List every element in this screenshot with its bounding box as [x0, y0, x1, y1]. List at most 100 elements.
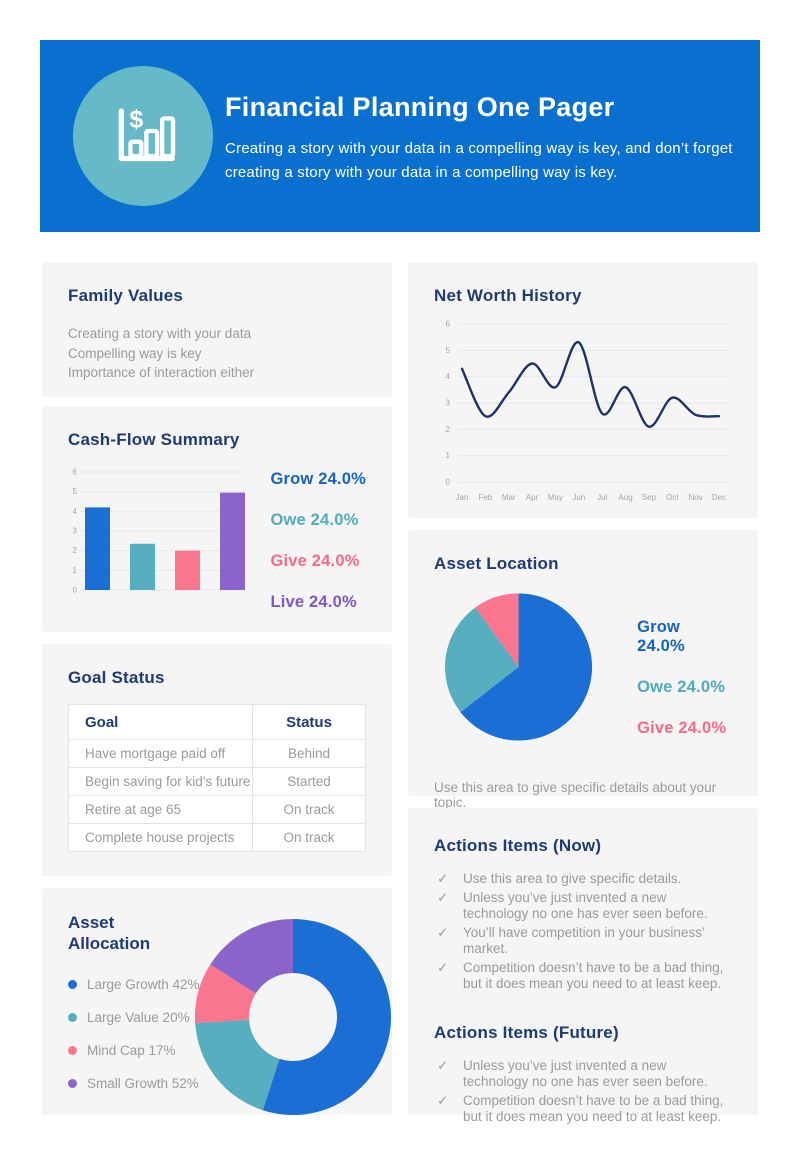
net-worth-card: Net Worth History 0 1 2 3 4 5 6 Jan Feb Mar Apr May… [408, 262, 758, 518]
asset-location-pie-chart [444, 593, 593, 741]
slice-grow [460, 593, 593, 741]
cash-flow-legend: Grow 24.0% Owe 24.0% Give 24.0% Live 24.0% [270, 464, 366, 634]
asset-allocation-card: Asset Allocation Large Growth 42% Large V… [42, 888, 392, 1115]
y-tick-label: 4 [73, 507, 78, 516]
page-subtitle: Creating a story with your data in a com… [225, 140, 733, 182]
y-tick-label: 0 [446, 478, 451, 487]
table-row: Begin saving for kid's future Started [68, 767, 366, 796]
legend-label: Small Growth 52% [87, 1075, 199, 1091]
x-tick-label: Mar [502, 493, 516, 502]
column-header: Status [252, 704, 366, 740]
goal-status-title: Goal Status [68, 668, 165, 687]
legend-item: Small Growth 52% [68, 1076, 366, 1091]
x-tick-label: Dec [712, 493, 726, 502]
asset-allocation-title-line2: Allocation [68, 934, 151, 954]
asset-allocation-legend: Large Growth 42% Large Value 20% Mind Cap … [68, 977, 366, 1091]
x-tick-label: Nov [689, 493, 703, 502]
table-cell: On track [252, 795, 366, 824]
x-tick-label: Jul [597, 493, 607, 502]
table-cell: On track [252, 823, 366, 852]
action-item: ✓ Competition doesn’t have to be a bad th… [437, 960, 732, 993]
right-column: Net Worth History 0 1 2 3 4 5 6 Jan Feb Mar Apr May… [408, 262, 758, 1124]
slice-owe [444, 607, 519, 713]
table-cell: Have mortgage paid off [68, 739, 253, 768]
net-worth-line-chart: 0 1 2 3 4 5 6 Jan Feb Mar Apr May Jun Jul Aug Sep Oct Nov… [446, 320, 729, 502]
x-tick-label: Feb [478, 493, 492, 502]
text-line: Compelling way is key [68, 345, 202, 361]
legend-item: Large Value 20% [68, 1010, 366, 1025]
dollar-bar-chart-icon: $ [118, 106, 176, 162]
action-item-text: You’ll have competition in your business… [463, 924, 705, 957]
table-row: Retire at age 65 On track [68, 795, 366, 824]
legend-dot-icon [68, 1078, 77, 1088]
y-tick-label: 3 [446, 399, 451, 408]
y-tick-label: 0 [73, 586, 78, 595]
action-item-text: Competition doesn’t have to be a bad thi… [463, 1092, 724, 1125]
legend-item: Mind Cap 17% [68, 1043, 366, 1058]
actions-now-title: Actions Items (Now) [434, 836, 602, 855]
goal-status-table: Goal Status Have mortgage paid off Behind Be… [68, 704, 366, 852]
header-banner: $ Financial Planning One Pager Creating … [40, 40, 760, 232]
table-row: Have mortgage paid off Behind [68, 739, 366, 768]
family-values-title: Family Values [68, 286, 184, 305]
family-values-card: Family Values Creating a story with your… [42, 262, 392, 397]
y-tick-label: 1 [446, 451, 451, 460]
y-tick-label: 6 [73, 468, 78, 477]
check-icon: ✓ [437, 924, 449, 940]
y-tick-label: 4 [446, 372, 451, 381]
net-worth-title: Net Worth History [434, 286, 582, 305]
y-tick-label: 2 [73, 546, 78, 555]
action-item-text: Use this area to give specific details. [463, 871, 682, 886]
cash-flow-card: Cash-Flow Summary 0 1 2 3 4 5 6 Grow 24.0% Owe … [42, 406, 392, 632]
asset-allocation-title-line1: Asset [68, 913, 115, 932]
asset-allocation-title: Asset Allocation [68, 888, 218, 955]
left-column: Family Values Creating a story with your… [42, 262, 392, 1115]
table-cell: Started [252, 767, 366, 796]
table-cell: Behind [252, 739, 366, 768]
x-tick-label: Apr [526, 493, 539, 502]
text-line: Importance of interaction either [68, 365, 255, 381]
asset-location-card: Asset Location Grow 24.0% Owe 24.0% Give 2… [408, 530, 758, 810]
asset-location-body: Grow 24.0% Owe 24.0% Give 24.0% [434, 592, 732, 760]
check-icon: ✓ [437, 1092, 449, 1108]
cash-flow-title: Cash-Flow Summary [68, 430, 240, 449]
y-tick-label: 2 [446, 425, 451, 434]
legend-item: Give 24.0% [637, 719, 727, 737]
page-title: Financial Planning One Pager [225, 92, 615, 122]
legend-label: Mind Cap 17% [87, 1042, 176, 1058]
finance-icon-circle: $ [73, 66, 213, 206]
check-icon: ✓ [437, 871, 449, 886]
legend-item: Large Growth 42% [68, 977, 366, 992]
family-values-text: Creating a story with your data Compellin… [68, 324, 366, 383]
actions-card: Actions Items (Now) ✓ Use this area to gi… [408, 808, 758, 1124]
x-tick-label: May [548, 493, 563, 502]
cash-flow-bar-chart: 0 1 2 3 4 5 6 [73, 468, 246, 595]
x-tick-label: Sep [642, 493, 657, 502]
asset-allocation-donut-wrap [194, 918, 392, 1121]
legend-dot-icon [68, 1012, 77, 1022]
cash-flow-body: 0 1 2 3 4 5 6 Grow 24.0% Owe 24.0% Give 24.0% Liv… [68, 464, 366, 634]
table-cell: Complete house projects [68, 823, 253, 852]
bar-live [220, 492, 245, 590]
y-tick-label: 5 [446, 346, 451, 355]
y-tick-label: 3 [73, 527, 78, 536]
action-item: ✓ You’ll have competition in your busines… [437, 925, 732, 958]
table-cell: Retire at age 65 [68, 795, 253, 824]
y-tick-label: 6 [446, 320, 451, 329]
action-item-text: Competition doesn’t have to be a bad thi… [463, 959, 724, 992]
column-header: Goal [68, 704, 253, 740]
asset-location-note: Use this area to give specific details a… [434, 780, 717, 810]
actions-now-list: ✓ Use this area to give specific details.… [434, 871, 732, 993]
bar-grow [85, 507, 110, 590]
legend-label: Large Growth 42% [87, 976, 200, 992]
x-tick-label: Aug [618, 493, 632, 502]
legend-label: Large Value 20% [87, 1009, 190, 1025]
action-item-text: Unless you’ve just invented a new techno… [463, 889, 708, 922]
action-item-text: Unless you’ve just invented a new techno… [463, 1057, 708, 1090]
text-line: Creating a story with your data [68, 326, 252, 341]
bar-owe [130, 543, 155, 590]
legend-item: Owe 24.0% [637, 678, 726, 696]
content-columns: Family Values Creating a story with your… [42, 262, 758, 1124]
legend-dot-icon [68, 1045, 77, 1055]
